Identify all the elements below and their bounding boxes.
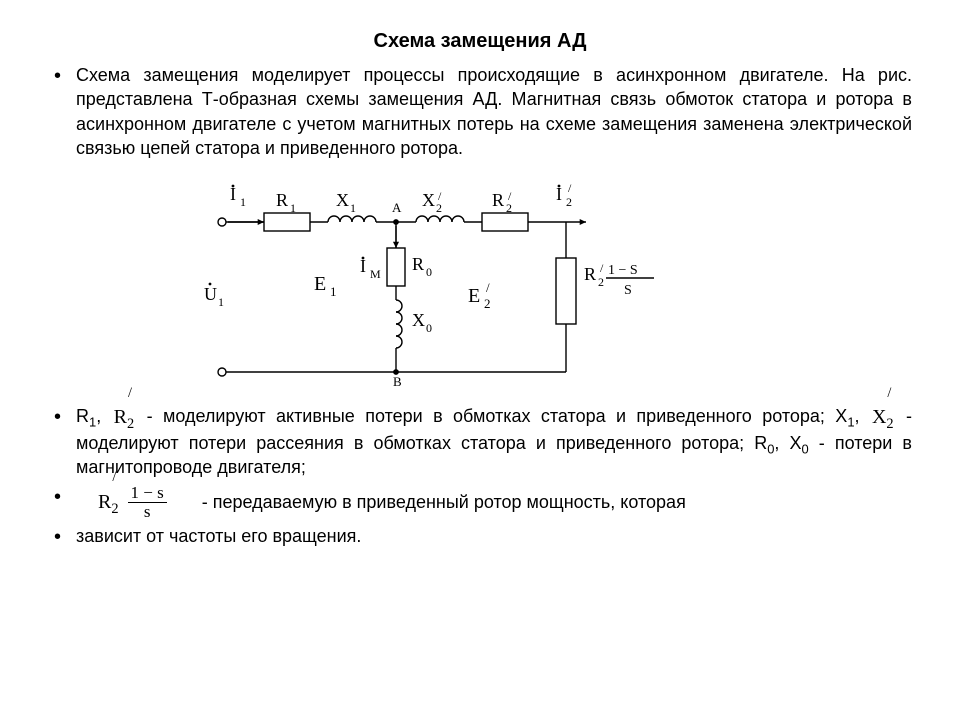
svg-text:X: X xyxy=(412,310,425,330)
svg-text:U: U xyxy=(204,284,217,304)
svg-text:S: S xyxy=(624,283,632,298)
svg-text:2: 2 xyxy=(566,195,572,209)
svg-text:A: A xyxy=(392,200,402,215)
intro-paragraph: Схема замещения моделирует процессы прои… xyxy=(48,63,912,160)
page-title: Схема замещения АД xyxy=(48,30,912,53)
svg-text:E: E xyxy=(314,273,326,295)
svg-text:R: R xyxy=(276,190,288,210)
svg-text:R: R xyxy=(584,264,596,284)
svg-text:E: E xyxy=(468,285,480,307)
svg-text:B: B xyxy=(393,374,402,389)
svg-text:2: 2 xyxy=(484,296,491,311)
svg-text:1: 1 xyxy=(240,195,246,209)
svg-text:0: 0 xyxy=(426,321,432,335)
svg-text:X: X xyxy=(336,190,349,210)
legend-item-2: R/2 1 − ss - передаваемую в приведенный … xyxy=(48,484,912,521)
svg-text:2: 2 xyxy=(436,201,442,215)
svg-text:1: 1 xyxy=(290,201,296,215)
svg-text:1: 1 xyxy=(218,295,224,309)
svg-text:/: / xyxy=(568,181,572,195)
svg-text:2: 2 xyxy=(598,275,604,289)
svg-text:1: 1 xyxy=(350,201,356,215)
legend-item-1: R1, R/2 - моделируют активные потери в о… xyxy=(48,404,912,480)
svg-text:R: R xyxy=(412,254,424,274)
svg-text:R: R xyxy=(492,190,504,210)
svg-text:X: X xyxy=(422,190,435,210)
legend-item-3: зависит от частоты его вращения. xyxy=(48,524,912,548)
content-list: Схема замещения моделирует процессы прои… xyxy=(48,63,912,160)
svg-text:1: 1 xyxy=(330,284,337,299)
legend-list: R1, R/2 - моделируют активные потери в о… xyxy=(48,404,912,549)
svg-text:/: / xyxy=(600,261,604,275)
svg-text:/: / xyxy=(486,280,490,295)
svg-text:2: 2 xyxy=(506,201,512,215)
circuit-diagram-container: I1R1X1AX2/R2/I2/R2/1 − SSIMR0X0BU1E1E2/ xyxy=(48,170,912,390)
svg-text:0: 0 xyxy=(426,265,432,279)
svg-text:M: M xyxy=(370,267,381,281)
circuit-diagram: I1R1X1AX2/R2/I2/R2/1 − SSIMR0X0BU1E1E2/ xyxy=(170,170,790,390)
svg-text:1 − S: 1 − S xyxy=(608,263,638,278)
